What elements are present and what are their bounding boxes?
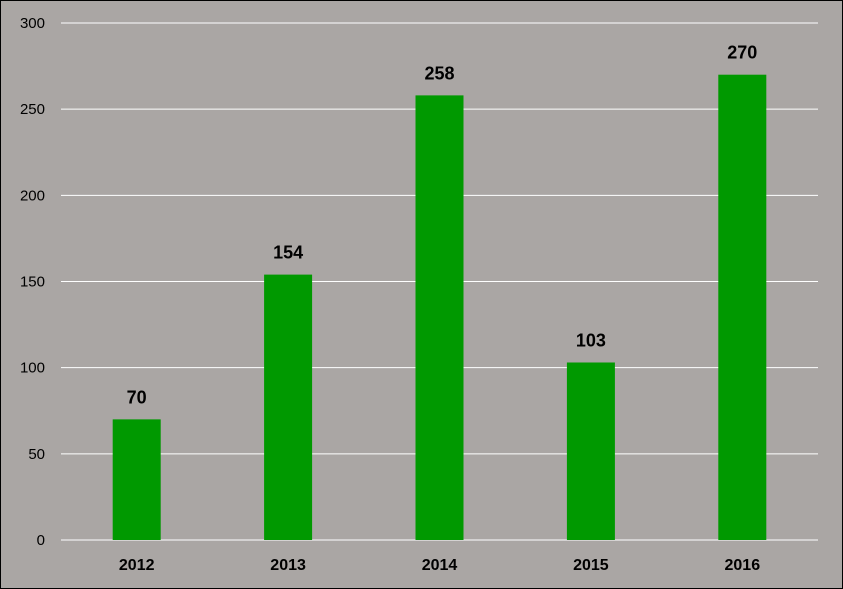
y-tick-label: 150 xyxy=(20,274,45,291)
x-tick-label: 2014 xyxy=(422,557,458,574)
bars xyxy=(112,74,767,540)
x-tick-label: 2012 xyxy=(119,557,155,574)
bar-2015 xyxy=(566,362,615,540)
x-axis: 2012 2013 2014 2015 2016 xyxy=(119,557,760,574)
data-label: 70 xyxy=(127,387,147,407)
y-tick-label: 100 xyxy=(20,360,45,377)
y-axis: 0 50 100 150 200 250 300 xyxy=(20,15,45,549)
x-tick-label: 2016 xyxy=(725,557,761,574)
x-tick-label: 2015 xyxy=(573,557,609,574)
x-tick-label: 2013 xyxy=(270,557,306,574)
data-label: 103 xyxy=(576,330,606,350)
bar-2014 xyxy=(415,95,464,540)
y-tick-label: 250 xyxy=(20,101,45,118)
y-tick-label: 300 xyxy=(20,15,45,32)
data-label: 154 xyxy=(273,243,303,263)
y-tick-label: 0 xyxy=(37,532,45,549)
bar-2012 xyxy=(112,419,161,540)
y-tick-label: 200 xyxy=(20,187,45,204)
bar-2013 xyxy=(264,274,313,540)
data-label: 258 xyxy=(424,63,454,83)
bar-2016 xyxy=(718,74,767,540)
data-labels: 70 154 258 103 270 xyxy=(127,43,758,408)
data-label: 270 xyxy=(727,43,757,63)
y-tick-label: 50 xyxy=(28,446,45,463)
